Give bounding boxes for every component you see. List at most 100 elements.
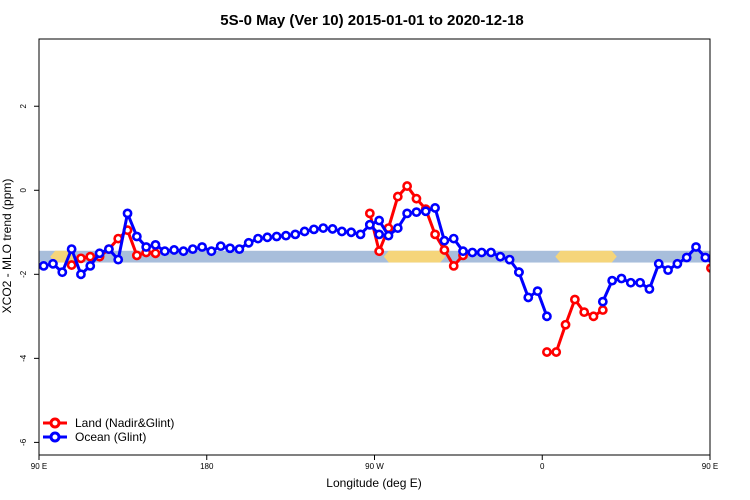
series-ocean-point-1-7 [430, 203, 440, 213]
series-land-point-3-1 [717, 256, 724, 263]
legend: Land (Nadir&Glint) Ocean (Glint) [43, 416, 174, 444]
y-tick-label-3: 0 [19, 187, 28, 192]
band-highlight-3 [744, 251, 750, 263]
legend-marker-land [49, 417, 61, 429]
series-ocean-point-0-12 [150, 239, 161, 250]
x-tick-label-3: 0 [540, 462, 545, 471]
series-ocean-point-0-36 [374, 229, 385, 240]
series-ocean-point-1-9 [448, 233, 459, 244]
series-ocean-point-0-34 [355, 229, 366, 240]
series-land-line-3 [709, 266, 710, 267]
series-land-point-1-5 [411, 193, 422, 204]
series-ocean-point-2-0 [514, 267, 524, 278]
series-ocean-point-1-11 [467, 247, 478, 258]
series-ocean-point-0-20 [225, 243, 235, 254]
series-ocean-point-3-1 [607, 275, 618, 286]
series-ocean-point-0-30 [318, 223, 329, 233]
series-ocean-point-1-5 [411, 207, 422, 218]
series-land-point-1-8 [439, 245, 450, 255]
series-ocean-point-3-12 [709, 263, 710, 267]
series-land-point-2-6 [597, 305, 608, 315]
series-ocean-point-1-15 [504, 254, 515, 265]
legend-entry-ocean: Ocean (Glint) [43, 430, 146, 444]
series-land-point-2-3 [569, 294, 580, 305]
series-land-point-3-0 [706, 263, 710, 273]
series-ocean-point-0-3 [66, 244, 77, 255]
series-ocean-point-0-23 [253, 233, 263, 244]
series-ocean-point-0-26 [281, 230, 291, 241]
series-land-point-0-1 [76, 253, 86, 264]
series-ocean-point-1-4 [402, 208, 413, 219]
series-ocean-point-0-1 [48, 258, 58, 269]
series-ocean-point-2-2 [532, 286, 543, 297]
reference-band-rect [39, 250, 710, 263]
series-ocean-point-3-13 [720, 260, 727, 267]
series-ocean-point-0-11 [141, 242, 152, 252]
series-land-point-1-3 [392, 191, 403, 202]
chart-title: 5S-0 May (Ver 10) 2015-01-01 to 2020-12-… [220, 12, 524, 29]
band-highlight-2 [555, 250, 617, 263]
legend-label-ocean: Ocean (Glint) [75, 430, 146, 444]
series-ocean-point-1-14 [495, 251, 506, 262]
series-land-point-3-3 [735, 252, 742, 259]
series-land-point-1-9 [448, 261, 459, 271]
series-ocean-point-0-10 [131, 231, 142, 242]
series-ocean-point-0-33 [346, 227, 357, 238]
plot-frame [38, 38, 711, 456]
series-ocean-point-1-3 [392, 223, 403, 233]
series-ocean-point-3-9 [681, 252, 692, 263]
series-ocean-point-3-4 [635, 277, 646, 288]
series-land-point-1-1 [374, 246, 385, 257]
y-axis: -6 -4 -2 0 2 [19, 103, 39, 446]
series-land-point-2-0 [542, 347, 552, 357]
series-land-point-2-5 [588, 311, 599, 322]
series-ocean-point-1-10 [458, 246, 468, 257]
series-ocean-point-3-11 [700, 252, 710, 263]
series-land-point-1-0 [364, 208, 375, 219]
series-land [66, 181, 750, 357]
series-ocean-point-1-2 [383, 230, 394, 241]
series-ocean-point-1-6 [420, 206, 431, 217]
series-ocean-line-2 [517, 271, 549, 317]
y-tick-label-1: -4 [19, 354, 28, 362]
series-ocean-point-0-8 [113, 254, 124, 265]
series-ocean-point-0-17 [197, 242, 207, 252]
x-tick-label-4: 90 E [702, 462, 718, 471]
series-ocean-point-0-6 [94, 248, 105, 259]
y-axis-label: XCO2 - MLO trend (ppm) [0, 179, 14, 314]
series-ocean-point-1-1 [374, 215, 385, 226]
series-ocean-point-0-14 [169, 245, 180, 255]
series-land-point-1-7 [430, 229, 440, 240]
series-ocean-point-0-0 [39, 261, 49, 271]
series-ocean-point-0-2 [57, 267, 68, 278]
series-ocean-point-3-8 [672, 258, 683, 269]
series-ocean [39, 203, 746, 322]
series-ocean-point-2-1 [523, 292, 534, 303]
y-tick-label-2: -2 [19, 270, 28, 278]
x-tick-label-1: 180 [200, 462, 214, 471]
series-land-point-0-9 [150, 248, 161, 259]
series-ocean-point-3-15 [739, 246, 746, 253]
series-ocean-point-1-0 [364, 219, 375, 230]
series-ocean-point-0-19 [215, 241, 226, 252]
legend-marker-ocean [49, 431, 61, 443]
series-ocean-point-0-16 [187, 244, 198, 255]
legend-label-land: Land (Nadir&Glint) [75, 416, 174, 430]
series-ocean-point-0-7 [103, 244, 114, 255]
series-land-point-2-1 [551, 347, 562, 357]
series-ocean-point-0-29 [309, 224, 319, 235]
plot-series [39, 181, 750, 357]
x-tick-label-2: 90 W [365, 462, 384, 471]
series-land-point-0-0 [66, 260, 77, 270]
series-ocean-point-1-13 [486, 247, 496, 258]
x-axis-label: Longitude (deg E) [326, 476, 421, 490]
x-axis: 90 E 180 90 W 0 90 E [31, 455, 718, 471]
series-ocean-point-0-32 [336, 226, 347, 237]
series-land-point-3-4 [745, 235, 750, 242]
legend-entry-land: Land (Nadir&Glint) [43, 416, 174, 430]
series-ocean-point-3-14 [730, 269, 737, 276]
series-ocean-point-0-25 [271, 231, 282, 242]
series-ocean-point-0-28 [299, 226, 310, 237]
series-land-point-2-4 [579, 307, 590, 318]
